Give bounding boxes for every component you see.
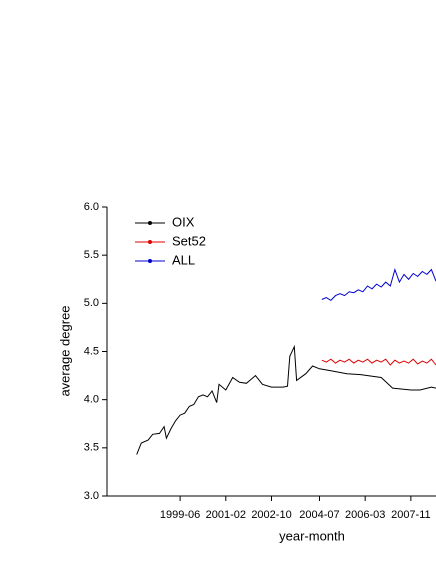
x-tick-label: 2002-10 [251,509,291,521]
x-tick-label: 2006-03 [345,509,385,521]
x-tick-label: 2004-07 [299,509,339,521]
legend-marker [148,221,152,225]
y-tick-label: 3.5 [84,442,99,454]
y-tick-label: 5.0 [84,297,99,309]
legend-text: OIX [172,214,195,229]
x-tick-label: 1999-06 [160,509,200,521]
y-tick-label: 3.0 [84,490,99,502]
y-tick-label: 4.5 [84,345,99,357]
series-line [321,267,436,302]
series-line [136,344,436,455]
x-axis-title: year-month [279,528,345,543]
series-line [321,358,436,366]
x-tick-label: 2007-11 [391,509,431,521]
legend-marker [148,240,152,244]
y-tick-label: 5.5 [84,249,99,261]
legend-text: Set52 [172,233,206,248]
y-tick-label: 4.0 [84,394,99,406]
x-tick-label: 2001-02 [206,509,246,521]
legend-text: ALL [172,252,195,267]
y-axis-title: average degree [57,305,72,396]
y-tick-label: 6.0 [84,201,99,213]
legend-marker [148,259,152,263]
